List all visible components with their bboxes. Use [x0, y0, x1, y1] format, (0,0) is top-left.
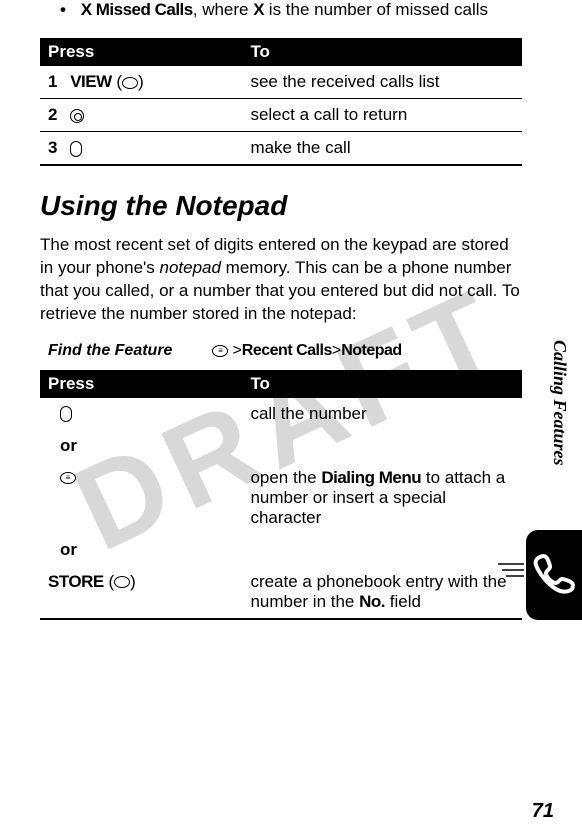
or-label: or: [40, 534, 242, 566]
menu-key-icon: ≡: [60, 472, 76, 484]
call-key-icon: [60, 406, 72, 422]
find-the-feature: Find the Feature ≡ > Recent Calls > Note…: [48, 342, 522, 360]
paren-close: ): [138, 72, 144, 91]
action-text: call the number: [242, 398, 522, 430]
th-to: To: [242, 38, 522, 66]
paren-close: ): [130, 572, 136, 591]
step-num: 2: [48, 105, 57, 124]
table-row: ≡ open the Dialing Menu to attach a numb…: [40, 462, 522, 534]
or-row: or: [40, 430, 522, 462]
bullet-text1: , where: [193, 0, 253, 19]
page-number: 71: [532, 800, 554, 823]
bullet-dot: •: [60, 0, 66, 19]
ff-sep1: >: [232, 342, 241, 360]
action-bold: Dialing Menu: [321, 468, 421, 487]
ff-item1: Recent Calls: [242, 342, 332, 360]
th-press: Press: [40, 370, 242, 398]
action-text: make the call: [242, 132, 522, 166]
body-italic: notepad: [160, 258, 221, 277]
table-row: 3 make the call: [40, 132, 522, 166]
section-heading: Using the Notepad: [40, 190, 522, 222]
call-key-icon: [70, 141, 82, 157]
step-num: 3: [48, 138, 57, 157]
softkey-icon: [114, 576, 130, 588]
table-row: 2 select a call to return: [40, 99, 522, 132]
action-bold: No.: [359, 592, 385, 611]
bullet-text2: is the number of missed calls: [264, 0, 488, 19]
nav-key-icon: [70, 109, 84, 123]
table-row: STORE () create a phonebook entry with t…: [40, 566, 522, 619]
bullet-x: X: [253, 0, 264, 19]
ff-item2: Notepad: [341, 342, 402, 360]
action-text: select a call to return: [242, 99, 522, 132]
page-content: • X Missed Calls, where X is the number …: [0, 0, 582, 620]
table-missed-calls: Press To 1 VIEW () see the received call…: [40, 38, 522, 166]
ff-sep2: >: [332, 342, 341, 360]
find-feature-label: Find the Feature: [48, 342, 172, 360]
step-num: 1: [48, 72, 57, 91]
table-row: call the number: [40, 398, 522, 430]
or-label: or: [40, 430, 242, 462]
key-label-view: VIEW: [70, 72, 111, 91]
body-paragraph: The most recent set of digits entered on…: [40, 234, 522, 326]
th-press: Press: [40, 38, 242, 66]
menu-key-icon: ≡: [212, 345, 228, 357]
table-row: 1 VIEW () see the received calls list: [40, 66, 522, 99]
table-notepad: Press To call the number or ≡ open the: [40, 370, 522, 620]
action-text: see the received calls list: [242, 66, 522, 99]
bullet-missed-calls: • X Missed Calls, where X is the number …: [40, 0, 522, 20]
action-pre: open the: [250, 468, 321, 487]
key-label-store: STORE: [48, 572, 104, 591]
action-post: field: [385, 592, 421, 611]
softkey-icon: [122, 77, 138, 89]
bullet-bold: X Missed Calls: [81, 0, 193, 19]
or-row: or: [40, 534, 522, 566]
th-to: To: [242, 370, 522, 398]
